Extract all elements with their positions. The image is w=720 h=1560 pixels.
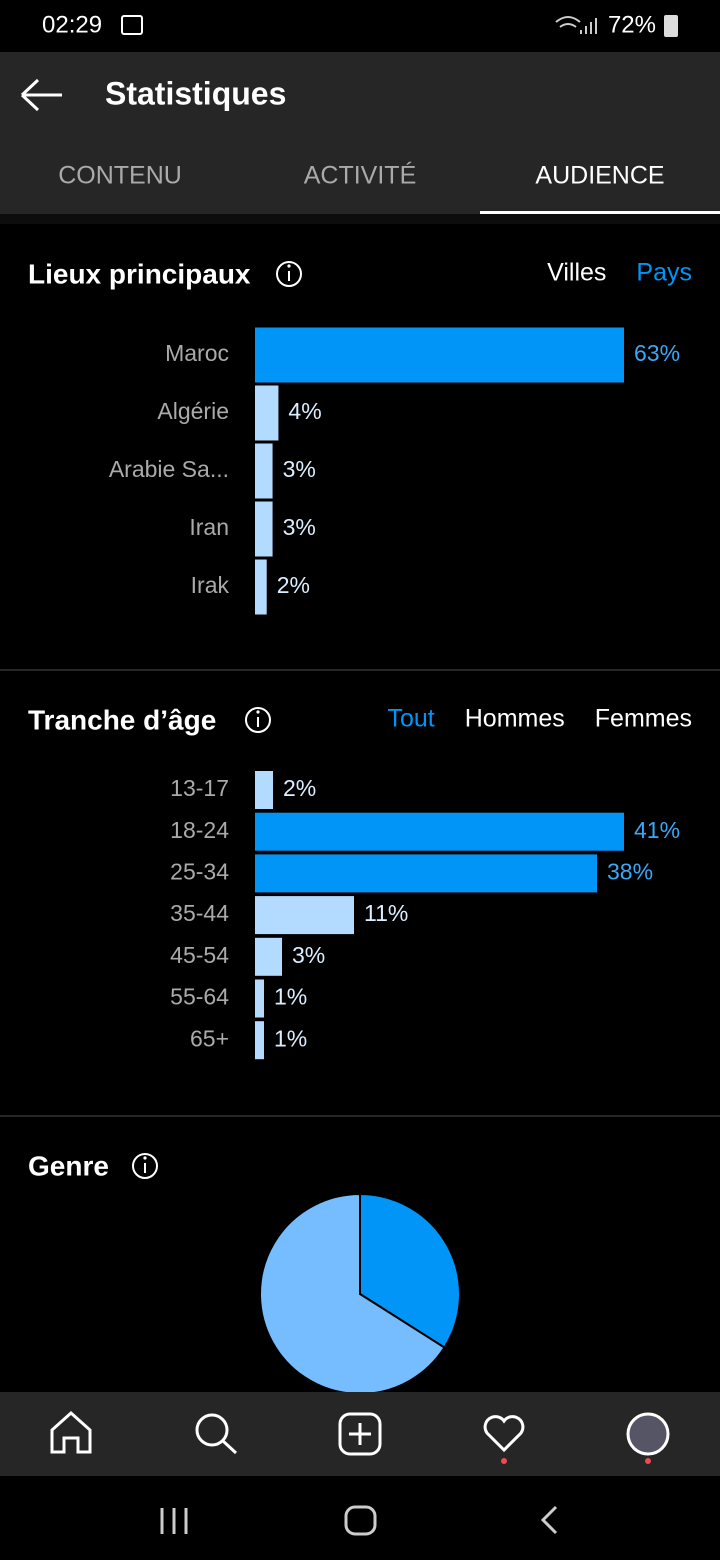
value-label: 3%	[292, 942, 325, 968]
value-label: 41%	[634, 817, 680, 843]
filter-option[interactable]: Femmes	[595, 705, 692, 733]
value-label: 4%	[288, 398, 321, 424]
info-icon[interactable]	[276, 261, 302, 287]
pie-slice	[259, 1192, 446, 1395]
divider	[0, 214, 720, 224]
category-label: Iran	[189, 514, 229, 540]
bar	[255, 771, 273, 809]
value-label: 3%	[283, 456, 316, 482]
create-tab[interactable]	[338, 1412, 382, 1456]
section-title: Tranche d’âge	[28, 704, 216, 735]
profile-tab[interactable]	[626, 1412, 670, 1464]
category-label: Maroc	[165, 340, 229, 366]
system-nav	[160, 1505, 558, 1536]
battery-icon	[664, 15, 678, 37]
bar	[255, 812, 624, 851]
category-label: Arabie Sa...	[109, 456, 229, 482]
activity-tab[interactable]	[483, 1415, 525, 1464]
filter-option[interactable]: Pays	[636, 259, 692, 287]
search-tab[interactable]	[195, 1413, 238, 1455]
tab[interactable]: AUDIENCE	[535, 162, 664, 190]
section-title: Lieux principaux	[28, 258, 251, 289]
value-label: 63%	[634, 340, 680, 366]
battery-text: 72%	[608, 11, 656, 38]
tab[interactable]: ACTIVITÉ	[304, 161, 417, 190]
bar	[255, 501, 273, 557]
category-label: 25-34	[170, 858, 229, 884]
category-label: 65+	[190, 1025, 229, 1051]
info-icon[interactable]	[132, 1153, 158, 1179]
section-title: Genre	[28, 1150, 109, 1181]
tab[interactable]: CONTENU	[58, 162, 182, 190]
bar	[255, 559, 267, 615]
value-label: 1%	[274, 1025, 307, 1051]
value-label: 2%	[277, 572, 310, 598]
category-label: 35-44	[170, 900, 229, 926]
category-label: 45-54	[170, 942, 229, 968]
category-label: Irak	[191, 572, 230, 598]
signal-icon	[580, 18, 597, 34]
wifi-icon	[555, 16, 581, 28]
category-label: Algérie	[157, 398, 229, 424]
bar	[255, 327, 624, 383]
value-label: 1%	[274, 984, 307, 1010]
header-title: Statistiques	[105, 75, 286, 111]
bar	[255, 1021, 264, 1060]
info-icon[interactable]	[245, 707, 271, 733]
status-icon	[121, 15, 143, 35]
bar	[255, 937, 282, 976]
value-label: 3%	[283, 514, 316, 540]
tabs: CONTENU ACTIVITÉ AUDIENCE	[58, 161, 720, 214]
filter-option[interactable]: Villes	[547, 259, 606, 287]
filter-option[interactable]: Hommes	[465, 705, 565, 733]
back-button[interactable]	[20, 78, 62, 112]
tab-indicator	[480, 211, 720, 214]
category-label: 13-17	[170, 775, 229, 801]
bar	[255, 443, 273, 499]
home-tab[interactable]	[50, 1410, 92, 1454]
category-label: 55-64	[170, 984, 229, 1010]
bar	[255, 854, 597, 893]
bar	[255, 896, 354, 935]
category-label: 18-24	[170, 817, 229, 843]
app-bar	[0, 52, 720, 214]
status-time: 02:29	[42, 11, 102, 38]
value-label: 38%	[607, 858, 653, 884]
bar	[255, 979, 264, 1018]
value-label: 11%	[364, 900, 408, 926]
filter-option[interactable]: Tout	[387, 705, 434, 733]
value-label: 2%	[283, 775, 316, 801]
bar	[255, 385, 279, 441]
